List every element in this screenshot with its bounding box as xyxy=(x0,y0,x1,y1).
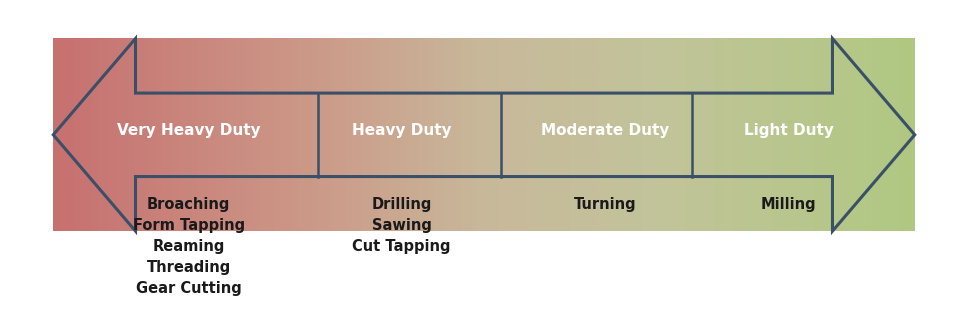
Text: Moderate Duty: Moderate Duty xyxy=(541,123,669,137)
Text: Turning: Turning xyxy=(574,197,636,213)
Text: Broaching
Form Tapping
Reaming
Threading
Gear Cutting: Broaching Form Tapping Reaming Threading… xyxy=(133,197,245,296)
Text: Drilling
Sawing
Cut Tapping: Drilling Sawing Cut Tapping xyxy=(352,197,451,255)
Text: Very Heavy Duty: Very Heavy Duty xyxy=(117,123,260,137)
Text: Light Duty: Light Duty xyxy=(744,123,833,137)
Text: Heavy Duty: Heavy Duty xyxy=(352,123,451,137)
Text: Milling: Milling xyxy=(761,197,817,213)
